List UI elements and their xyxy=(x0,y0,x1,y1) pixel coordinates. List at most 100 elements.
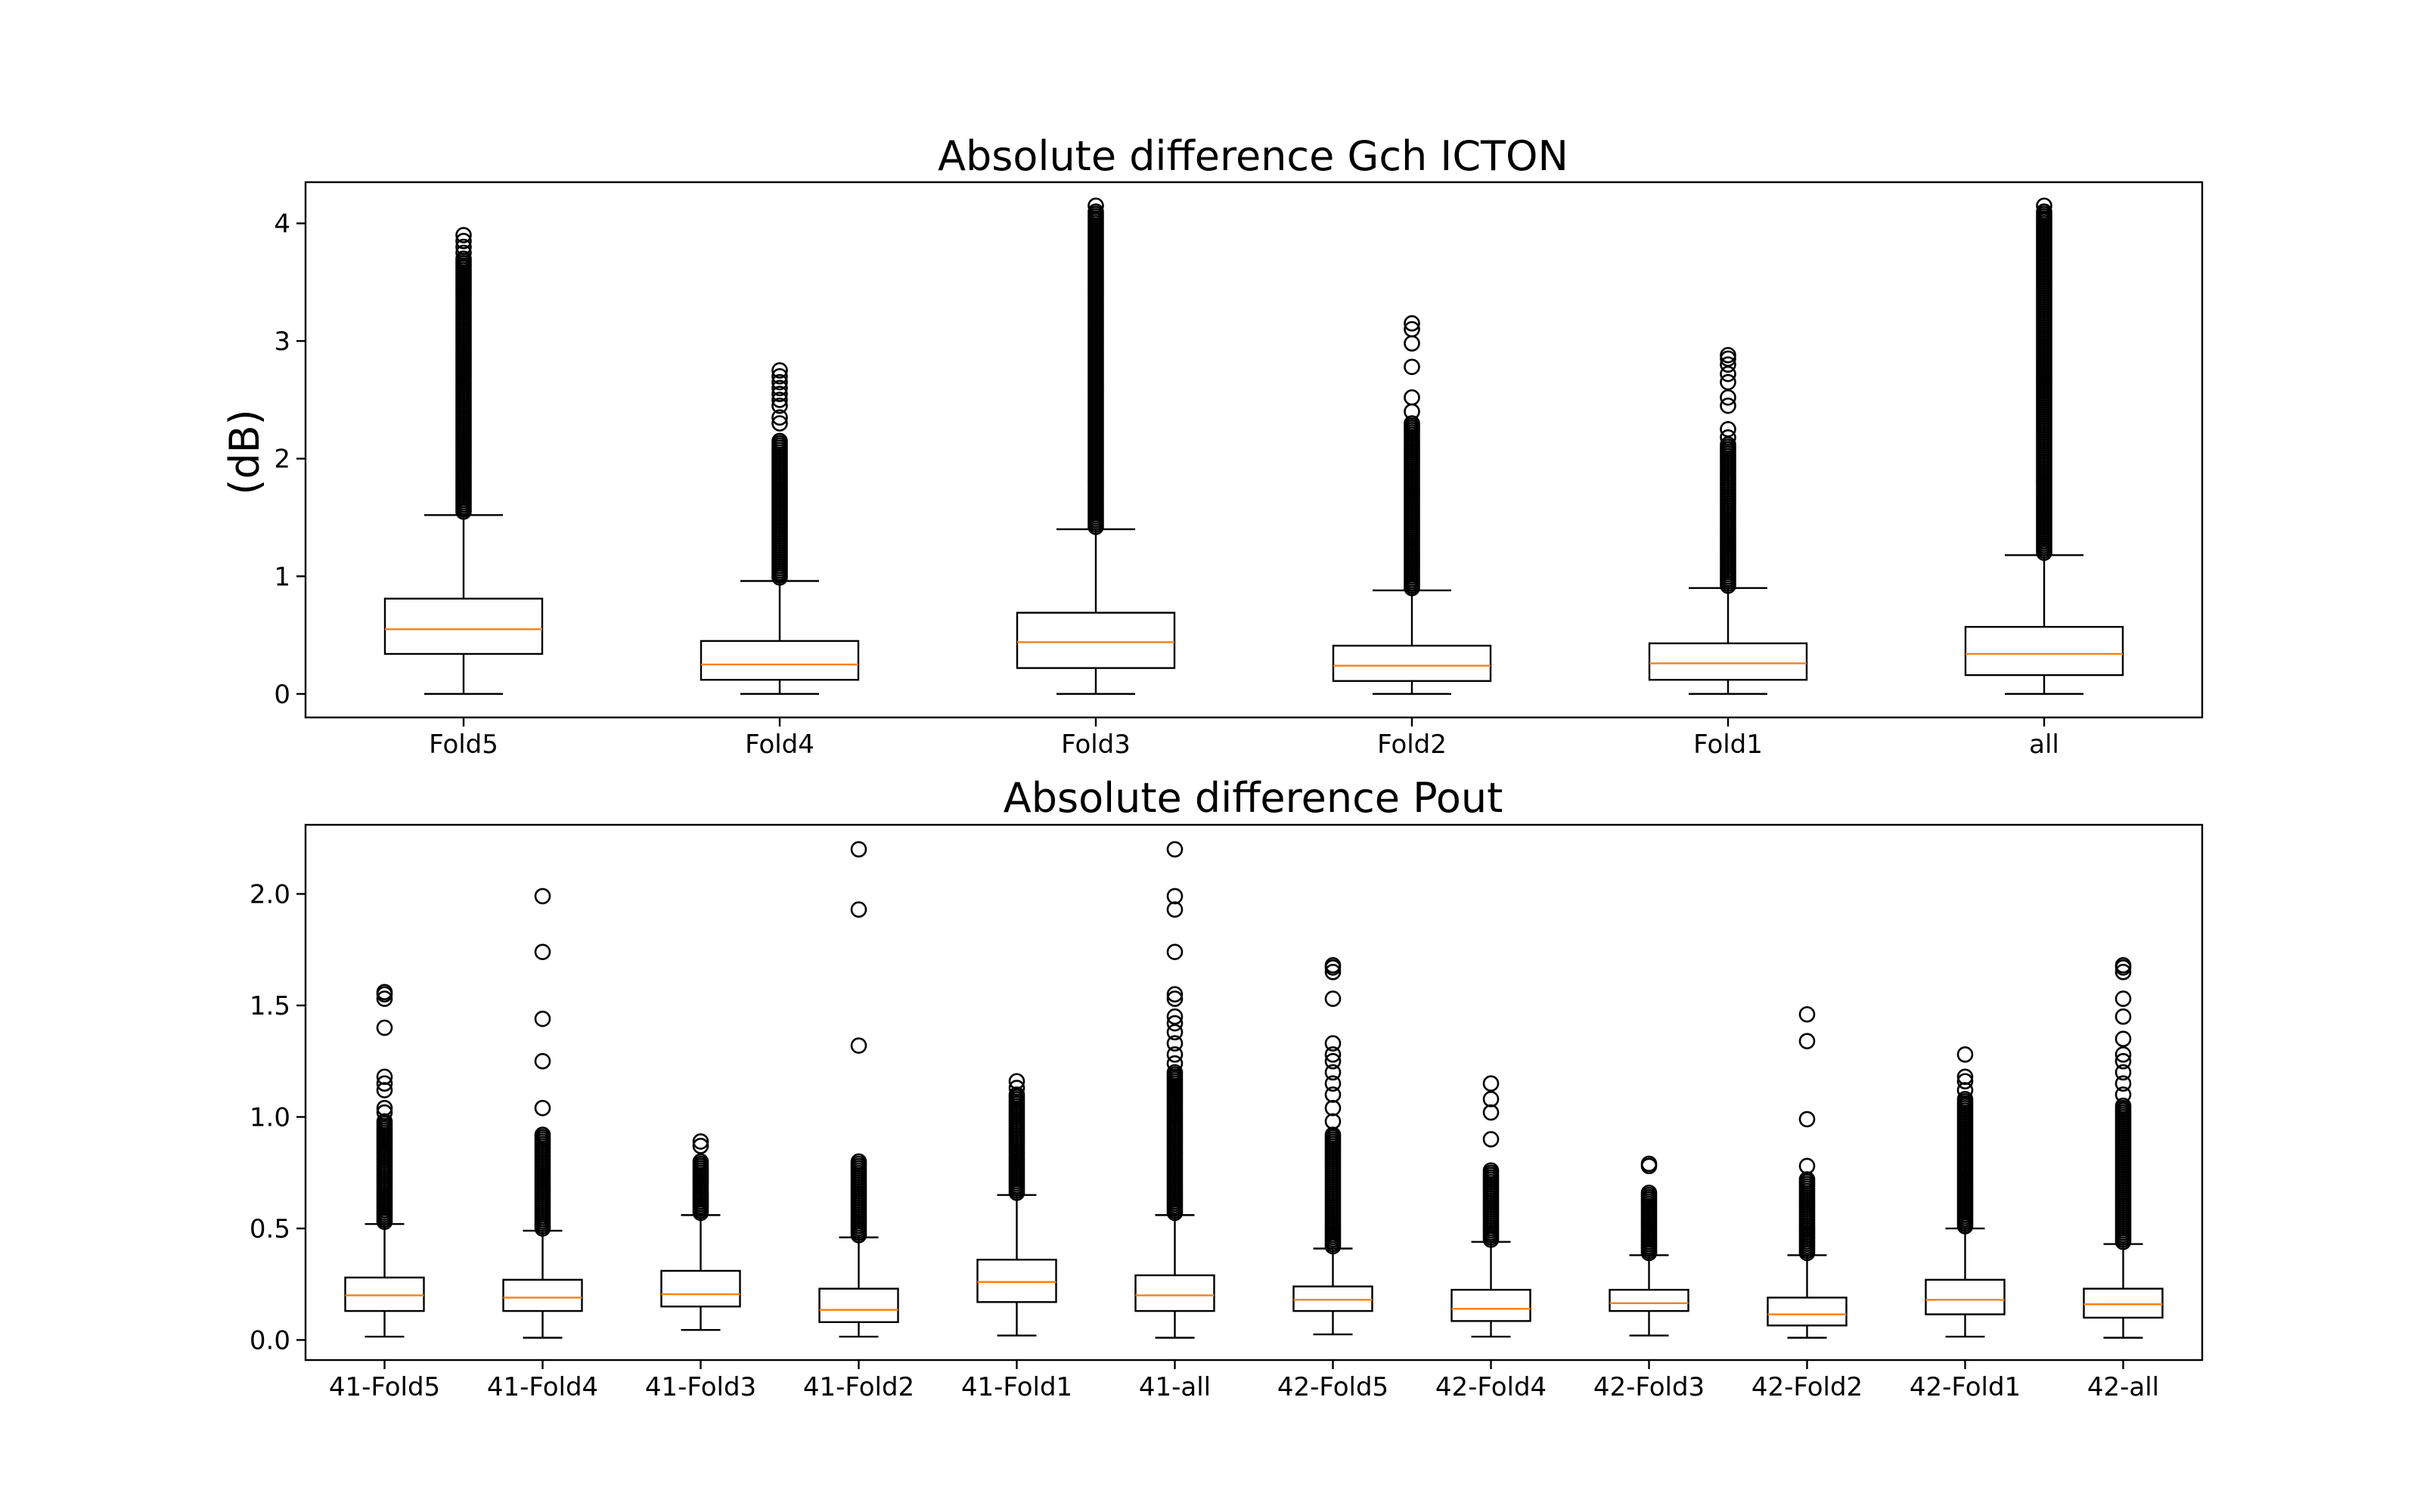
outlier-point xyxy=(455,244,472,262)
outlier-point xyxy=(1956,1068,1974,1086)
iqr-box xyxy=(1134,1274,1215,1312)
box-41-Fold4 xyxy=(502,888,583,1339)
iqr-box xyxy=(1292,1285,1373,1312)
outlier-point xyxy=(1324,1046,1342,1063)
outlier-point xyxy=(1720,346,1736,364)
outlier-point xyxy=(1404,389,1420,406)
x-tick-label: 42-Fold5 xyxy=(1277,1372,1388,1402)
outlier-point xyxy=(376,990,393,1007)
outlier-point xyxy=(2114,1008,2132,1025)
outlier-point xyxy=(850,1153,867,1170)
outlier-point xyxy=(1166,1015,1184,1032)
outlier-point xyxy=(1720,429,1736,446)
outlier-point xyxy=(455,250,472,267)
outlier-point xyxy=(1404,321,1420,338)
outlier-point xyxy=(455,238,472,256)
y-tick-label: 0.0 xyxy=(250,1325,290,1356)
outlier-point xyxy=(534,888,551,905)
outlier-point xyxy=(771,362,788,379)
box-42-Fold2 xyxy=(1767,1005,1848,1339)
x-tick-label: Fold5 xyxy=(429,730,498,760)
box-42-all xyxy=(2083,957,2164,1339)
x-axis: 41-Fold5 41-Fold4 41-Fold3 41-Fold2 41-Fold1… xyxy=(329,1360,2159,1402)
outlier-point xyxy=(2114,990,2132,1007)
outlier-point xyxy=(771,415,788,432)
outlier-point xyxy=(376,1099,393,1117)
outlier-point xyxy=(1640,1184,1658,1201)
outlier-point xyxy=(376,1113,393,1130)
outlier-point xyxy=(1798,1033,1816,1049)
outlier-point xyxy=(1008,1086,1025,1103)
outlier-point xyxy=(1956,1073,1974,1090)
iqr-box xyxy=(1609,1288,1689,1312)
outlier-point xyxy=(1324,1035,1342,1052)
x-axis: Fold5 Fold4 Fold3 Fold2 Fold1 all xyxy=(429,717,2059,760)
outlier-point xyxy=(1404,415,1420,432)
outlier-point xyxy=(1404,358,1420,376)
box-Fold5 xyxy=(383,227,544,696)
outlier-point xyxy=(850,841,867,858)
outlier-point xyxy=(2114,1052,2132,1070)
outlier-point xyxy=(1720,356,1736,373)
outlier-point xyxy=(1324,1064,1342,1081)
iqr-box xyxy=(1925,1278,2006,1315)
outlier-point xyxy=(1008,1080,1025,1096)
outlier-point xyxy=(1324,990,1342,1007)
chart-title: Absolute difference Pout xyxy=(1004,774,1503,822)
box-41-Fold3 xyxy=(660,1133,741,1331)
chart-pout: Absolute difference Pout 0.0 0.5 1.0 1.5 2.0… xyxy=(250,774,2204,1402)
outlier-point xyxy=(1720,373,1736,391)
outlier-point xyxy=(1482,1162,1500,1179)
outlier-point xyxy=(1324,1086,1342,1103)
iqr-box xyxy=(383,597,544,655)
iqr-box xyxy=(976,1259,1057,1303)
outlier-point xyxy=(1087,203,1104,220)
outlier-point xyxy=(771,367,788,385)
box-Fold1 xyxy=(1648,346,1808,696)
outlier-point xyxy=(534,943,551,960)
outlier-point xyxy=(1720,389,1736,406)
box-41-Fold5 xyxy=(344,984,425,1338)
outlier-point xyxy=(534,1052,551,1070)
outlier-point xyxy=(692,1138,709,1154)
outlier-point xyxy=(376,984,393,1001)
box-42-Fold4 xyxy=(1450,1075,1531,1338)
outlier-point xyxy=(534,1099,551,1117)
x-tick-label: 42-Fold4 xyxy=(1435,1372,1547,1402)
outlier-point xyxy=(1166,943,1184,960)
outlier-point xyxy=(771,397,788,414)
box-42-Fold5 xyxy=(1292,957,1373,1336)
outlier-point xyxy=(771,380,788,397)
y-tick-label: 0 xyxy=(274,680,290,710)
iqr-box xyxy=(1450,1288,1531,1322)
outlier-point xyxy=(376,1068,393,1086)
iqr-box xyxy=(344,1276,425,1312)
iqr-box xyxy=(1648,642,1808,681)
x-tick-label: 41-Fold1 xyxy=(961,1372,1072,1402)
outlier-point xyxy=(1324,963,1342,981)
x-tick-label: 42-Fold2 xyxy=(1751,1372,1863,1402)
iqr-box xyxy=(818,1287,899,1324)
outlier-point xyxy=(771,386,788,402)
outlier-point xyxy=(1166,841,1184,858)
x-tick-label: 41-Fold4 xyxy=(487,1372,598,1402)
outlier-point xyxy=(2114,957,2132,974)
outlier-point xyxy=(771,432,788,450)
outlier-point xyxy=(771,409,788,426)
box-42-Fold1 xyxy=(1925,1046,2006,1338)
x-tick-label: Fold3 xyxy=(1061,730,1131,760)
iqr-box xyxy=(1016,612,1176,669)
outlier-point xyxy=(1166,1064,1184,1081)
outlier-point xyxy=(1166,990,1184,1007)
outlier-point xyxy=(2114,1030,2132,1047)
outlier-point xyxy=(1008,1073,1025,1090)
outlier-point xyxy=(1720,397,1736,414)
x-tick-label: Fold2 xyxy=(1377,730,1447,760)
x-tick-label: 41-all xyxy=(1139,1372,1211,1402)
y-tick-label: 1 xyxy=(274,562,290,592)
x-tick-label: all xyxy=(2029,730,2059,760)
outlier-point xyxy=(1087,197,1104,214)
y-tick-label: 1.0 xyxy=(250,1102,290,1132)
box-41-Fold1 xyxy=(976,1073,1057,1337)
